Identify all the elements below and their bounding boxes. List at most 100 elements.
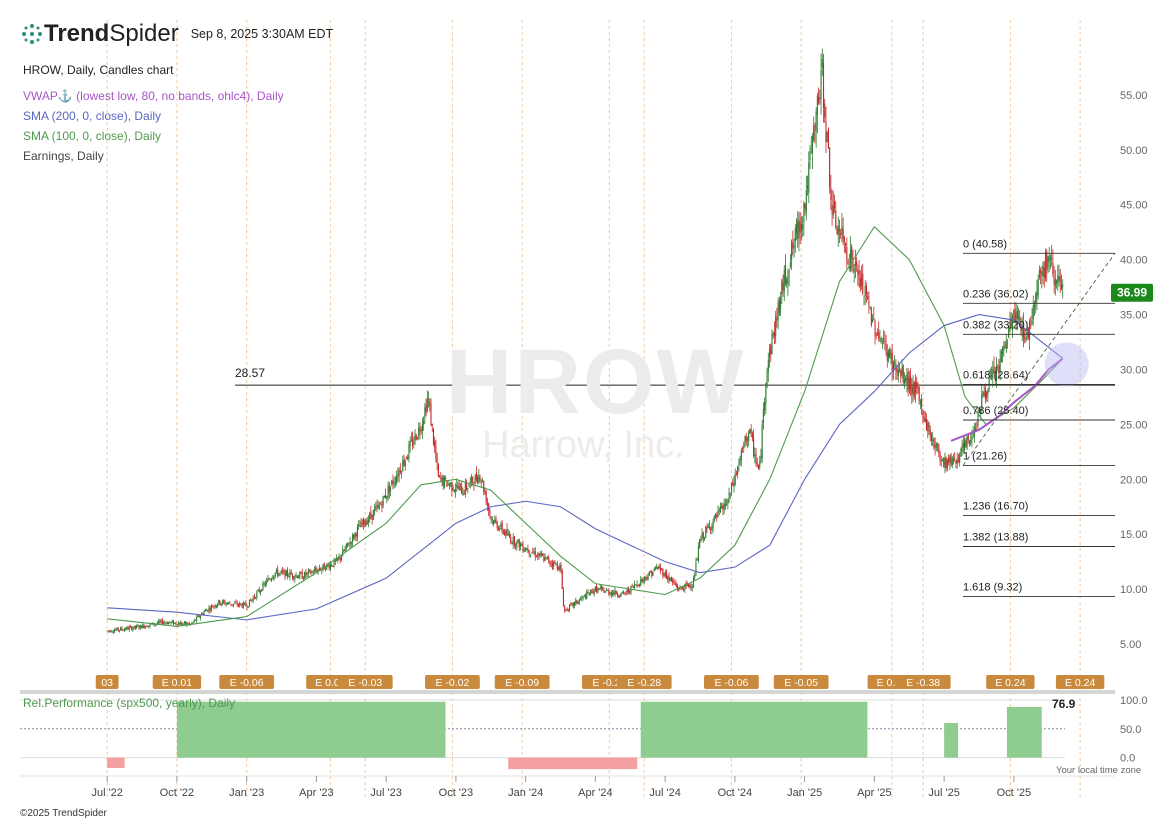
candle: [941, 459, 944, 461]
candle: [456, 484, 458, 488]
legend-sma100[interactable]: SMA (100, 0, close), Daily: [23, 129, 162, 143]
candle: [132, 628, 134, 631]
candle: [634, 584, 636, 588]
candle: [361, 523, 363, 525]
candle: [365, 522, 367, 527]
candle: [493, 520, 495, 525]
candle: [857, 269, 859, 275]
rel-y-tick: 0.0: [1120, 753, 1135, 765]
candle: [408, 444, 410, 459]
candle: [930, 434, 932, 442]
candle: [816, 95, 818, 116]
candle: [635, 584, 637, 586]
candle: [133, 625, 135, 629]
candle: [864, 285, 866, 297]
candle: [560, 565, 562, 572]
candle: [443, 476, 446, 487]
candle: [453, 489, 455, 492]
candle: [282, 570, 284, 572]
level-label: 28.57: [235, 366, 265, 380]
candle: [231, 604, 233, 606]
candle: [454, 489, 457, 492]
candle: [484, 491, 486, 494]
candle: [302, 578, 304, 580]
candle: [508, 533, 511, 538]
candle: [275, 569, 278, 572]
candle: [611, 592, 614, 596]
candle: [518, 539, 520, 548]
candle: [1036, 291, 1038, 298]
earnings-badge: [773, 675, 829, 689]
candle: [353, 535, 355, 539]
candle: [121, 627, 123, 630]
candle: [723, 503, 725, 510]
candle: [466, 481, 468, 490]
candle: [825, 121, 827, 142]
candle: [349, 541, 351, 545]
candle: [896, 368, 898, 373]
candle: [631, 585, 633, 587]
candle: [664, 572, 666, 577]
candle: [144, 626, 146, 629]
legend-sma200[interactable]: SMA (200, 0, close), Daily: [23, 109, 162, 123]
candle: [798, 219, 800, 239]
candle: [481, 480, 484, 482]
candle: [975, 427, 977, 432]
candle: [258, 589, 260, 592]
candle: [733, 482, 735, 488]
candle: [120, 627, 122, 631]
candle: [638, 584, 641, 586]
price-axis: 5.00 10.00 15.00 20.00 25.00 30.00 35.00 40.00 4…: [1111, 90, 1153, 651]
candle: [897, 370, 899, 376]
candle: [489, 510, 491, 516]
candle: [586, 592, 588, 599]
candle: [783, 269, 785, 292]
candle: [744, 436, 746, 445]
candle: [329, 564, 331, 570]
candle: [523, 549, 525, 552]
candle: [695, 561, 697, 576]
candle: [956, 457, 958, 464]
candle: [620, 592, 622, 597]
price-badge: [1111, 283, 1153, 302]
candle: [467, 488, 469, 490]
candle: [1022, 323, 1024, 338]
candle: [459, 483, 461, 486]
local-time-label[interactable]: Your local time zone: [1056, 765, 1142, 776]
legend-vwap[interactable]: VWAP⚓ (lowest low, 80, no bands, ohlc4),…: [23, 89, 284, 103]
candle: [224, 602, 226, 605]
candle: [333, 559, 335, 567]
candle: [318, 568, 320, 570]
candle: [584, 595, 587, 599]
candle: [826, 132, 828, 143]
candle: [286, 569, 289, 576]
legend-main[interactable]: HROW, Daily, Candles chart: [23, 63, 174, 77]
earnings-label: E -0.02: [435, 677, 469, 689]
candle: [117, 627, 119, 631]
candle: [285, 570, 287, 577]
candle: [495, 518, 497, 522]
candle: [805, 190, 807, 212]
candle: [407, 456, 409, 460]
x-tick-label: Jan '24: [508, 787, 543, 799]
candle: [713, 516, 715, 521]
candle: [924, 418, 926, 423]
candle: [577, 601, 579, 605]
candle: [111, 631, 113, 633]
candle: [218, 599, 220, 605]
candle: [781, 280, 783, 295]
candle: [592, 589, 594, 594]
candle: [109, 630, 111, 632]
candle: [207, 609, 209, 612]
candle: [999, 358, 1001, 372]
candle: [654, 568, 657, 570]
legend-earnings[interactable]: Earnings, Daily: [23, 149, 104, 163]
candle: [342, 549, 344, 557]
candle: [496, 522, 498, 529]
candle: [715, 514, 717, 517]
candle: [609, 592, 611, 595]
candle: [782, 283, 784, 291]
candle: [802, 224, 804, 229]
candle: [225, 603, 227, 605]
candle: [371, 514, 373, 520]
